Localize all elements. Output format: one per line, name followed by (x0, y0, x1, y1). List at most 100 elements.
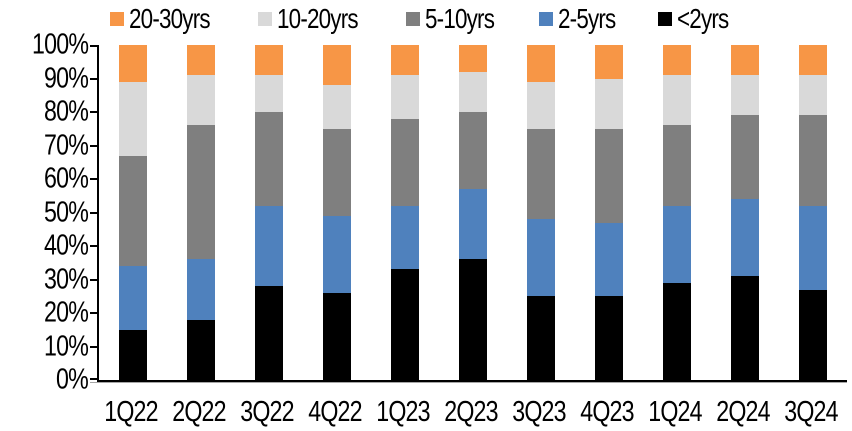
legend-swatch-20-30yrs (110, 12, 124, 26)
x-tick-label: 1Q22 (104, 396, 158, 428)
bar-column-3Q24 (779, 45, 847, 380)
x-tick-label: 2Q24 (716, 396, 770, 428)
y-tick-label: 100% (31, 28, 89, 61)
chart-legend: 20-30yrs 10-20yrs 5-10yrs 2-5yrs <2yrs (110, 2, 741, 36)
stacked-bar-2Q24 (731, 45, 759, 380)
bar-column-2Q23 (439, 45, 507, 380)
y-tick-label: 0% (56, 363, 89, 396)
legend-swatch-5-10yrs (405, 12, 420, 26)
bar-segment-20-30yrs-1Q23 (391, 45, 419, 76)
x-tick-label: 2Q23 (444, 396, 498, 428)
bar-segment-20-30yrs-3Q22 (255, 45, 283, 76)
bar-segment-5-10yrs-4Q23 (595, 128, 623, 223)
y-tick-label: 70% (43, 129, 89, 161)
bar-column-1Q23 (371, 45, 439, 380)
stacked-bar-4Q23 (595, 45, 623, 380)
bar-segment-10-20yrs-2Q24 (731, 75, 759, 116)
y-axis-tick (90, 178, 97, 180)
bar-segment-20-30yrs-2Q23 (459, 45, 487, 72)
bar-column-1Q24 (643, 45, 711, 380)
x-tick-label: 3Q24 (784, 396, 838, 428)
bar-segment-2-5yrs-3Q24 (799, 205, 827, 290)
x-tick-label: 4Q22 (308, 396, 362, 428)
bar-segment-5-10yrs-2Q23 (459, 112, 487, 190)
stacked-bar-3Q23 (527, 45, 555, 380)
bar-column-4Q22 (303, 45, 371, 380)
bar-segment-20-30yrs-3Q23 (527, 45, 555, 82)
bar-segment-5-10yrs-3Q23 (527, 128, 555, 220)
stacked-bar-1Q22 (119, 45, 147, 380)
bar-segment-<2yrs-2Q22 (187, 319, 215, 380)
y-tick-label: 80% (43, 95, 89, 128)
bar-segment-<2yrs-1Q24 (663, 282, 691, 380)
y-axis-tick (90, 278, 97, 281)
bar-segment-2-5yrs-1Q23 (391, 205, 419, 270)
bar-segment-10-20yrs-3Q23 (527, 81, 555, 129)
bar-segment-2-5yrs-4Q22 (323, 215, 351, 293)
bar-segment-20-30yrs-4Q23 (595, 45, 623, 79)
bar-segment-10-20yrs-3Q24 (799, 75, 827, 116)
bar-segment-10-20yrs-1Q22 (119, 81, 147, 156)
plot-area (90, 45, 847, 383)
bar-column-2Q22 (167, 45, 235, 380)
y-axis-tick (90, 245, 97, 247)
legend-item-2-5yrs: 2-5yrs (539, 2, 630, 36)
legend-item-20-30yrs: 20-30yrs (110, 2, 230, 36)
x-tick-label: 4Q23 (580, 396, 634, 428)
bar-segment-<2yrs-3Q24 (799, 289, 827, 380)
bar-segment-10-20yrs-1Q24 (663, 75, 691, 126)
bar-segment-<2yrs-4Q22 (323, 292, 351, 380)
stacked-bar-4Q22 (323, 45, 351, 380)
bar-segment-2-5yrs-2Q24 (731, 199, 759, 277)
bar-column-4Q23 (575, 45, 643, 380)
stacked-bar-3Q24 (799, 45, 827, 380)
x-axis-labels: 1Q22 2Q22 3Q22 4Q22 1Q23 2Q23 3Q23 4Q23 1Q24 2Q24… (97, 396, 845, 429)
legend-swatch-lt2yrs (658, 12, 673, 26)
bar-segment-20-30yrs-1Q22 (119, 45, 147, 82)
bar-segment-5-10yrs-1Q24 (663, 125, 691, 206)
bar-segment-2-5yrs-4Q23 (595, 222, 623, 297)
bar-segment-2-5yrs-1Q24 (663, 205, 691, 283)
bar-column-2Q24 (711, 45, 779, 380)
bar-segment-5-10yrs-2Q24 (731, 115, 759, 200)
y-tick-label: 10% (43, 330, 89, 362)
bars-container (99, 45, 847, 380)
x-tick-label: 1Q24 (648, 396, 702, 428)
x-tick-label: 2Q22 (172, 396, 226, 428)
x-tick-label: 3Q23 (512, 396, 566, 428)
bar-segment-5-10yrs-3Q24 (799, 115, 827, 206)
bar-segment-10-20yrs-2Q22 (187, 75, 215, 126)
legend-item-lt2yrs: <2yrs (658, 2, 741, 36)
x-tick-label: 3Q22 (240, 396, 294, 428)
legend-label-2-5yrs: 2-5yrs (558, 3, 616, 34)
y-tick-label: 90% (43, 62, 89, 94)
y-axis-tick (90, 77, 97, 80)
bar-segment-<2yrs-3Q23 (527, 296, 555, 380)
y-tick-label: 30% (43, 263, 89, 295)
bar-segment-<2yrs-4Q23 (595, 296, 623, 380)
y-axis-tick (90, 211, 97, 214)
bar-segment-20-30yrs-1Q24 (663, 45, 691, 76)
y-axis-tick (90, 378, 97, 380)
legend-item-10-20yrs: 10-20yrs (257, 2, 378, 36)
bar-segment-2-5yrs-2Q22 (187, 259, 215, 320)
bar-segment-5-10yrs-4Q22 (323, 128, 351, 216)
bar-segment-20-30yrs-2Q24 (731, 45, 759, 76)
bar-segment-10-20yrs-3Q22 (255, 75, 283, 113)
y-tick-label: 20% (43, 296, 89, 329)
legend-swatch-2-5yrs (539, 12, 554, 26)
bar-segment-5-10yrs-3Q22 (255, 112, 283, 206)
bar-column-3Q23 (507, 45, 575, 380)
bar-segment-<2yrs-2Q23 (459, 259, 487, 380)
bar-segment-10-20yrs-2Q23 (459, 71, 487, 113)
y-tick-label: 60% (43, 162, 89, 195)
bar-segment-5-10yrs-1Q23 (391, 118, 419, 206)
stacked-bar-1Q24 (663, 45, 691, 380)
bar-segment-2-5yrs-3Q23 (527, 219, 555, 297)
bar-segment-<2yrs-3Q22 (255, 286, 283, 380)
bar-segment-20-30yrs-3Q24 (799, 45, 827, 76)
y-axis-tick (90, 111, 97, 113)
y-tick-label: 50% (43, 196, 89, 228)
stacked-bar-2Q22 (187, 45, 215, 380)
